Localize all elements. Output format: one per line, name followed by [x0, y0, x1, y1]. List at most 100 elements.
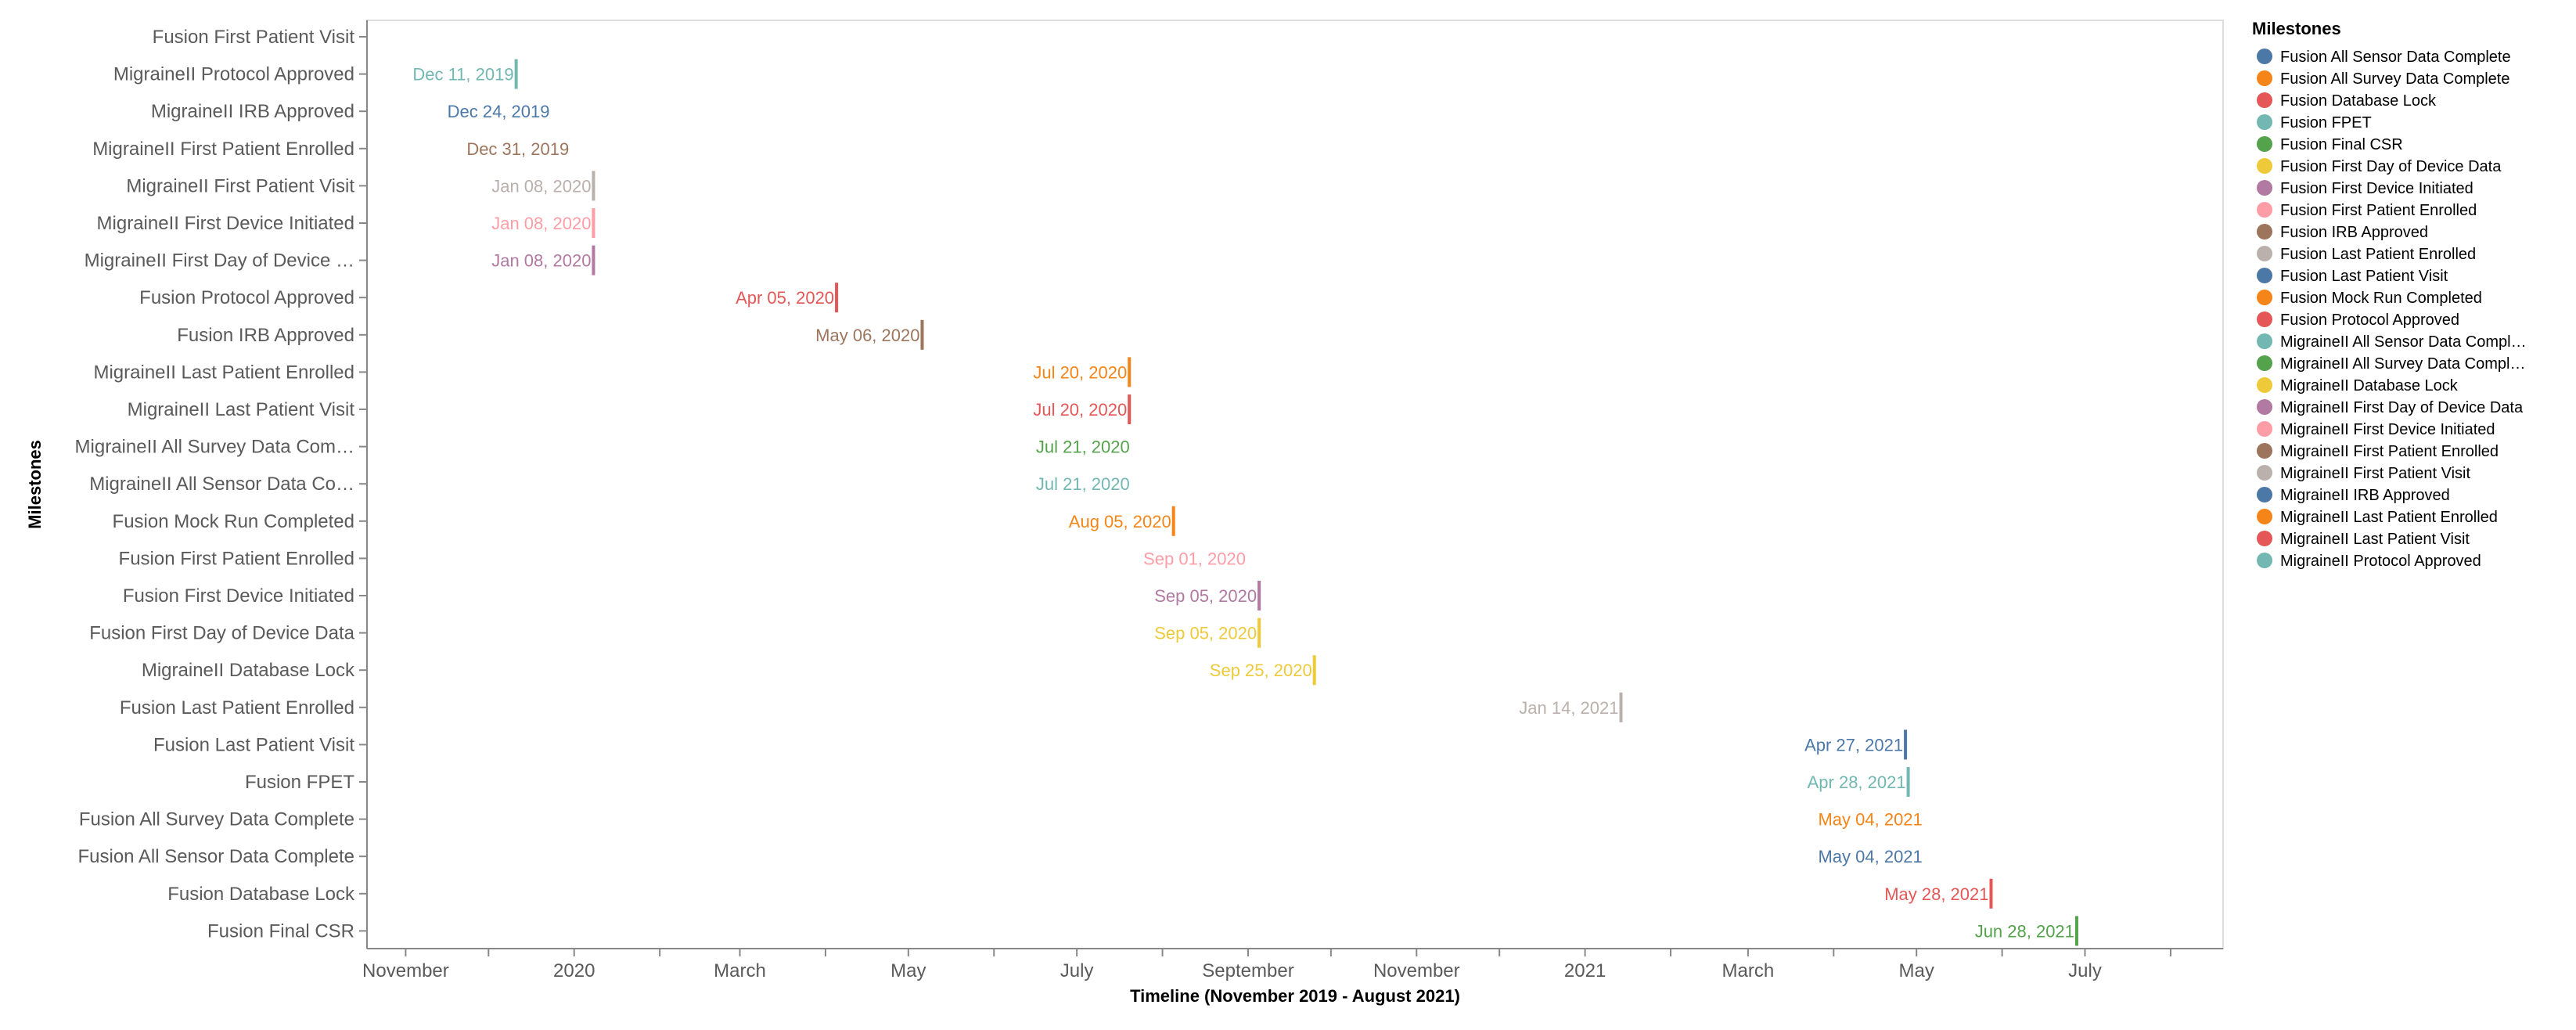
milestone-date-label: Jan 14, 2021 [1519, 698, 1618, 718]
legend-label: Fusion Final CSR [2280, 136, 2403, 153]
legend-symbol [2257, 158, 2272, 174]
x-tick-label: 2020 [553, 960, 595, 981]
milestone-date-label: Aug 05, 2020 [1069, 512, 1171, 531]
y-tick-label: Fusion First Patient Visit [153, 27, 355, 48]
legend-symbol [2257, 509, 2272, 524]
legend-label: Fusion First Day of Device Data [2280, 158, 2502, 175]
y-tick-label: Fusion Mock Run Completed [113, 511, 354, 532]
x-axis: November 2020 March May July September Novembe… [362, 948, 2223, 981]
legend-label: Fusion Database Lock [2280, 92, 2437, 110]
legend-symbol [2257, 202, 2272, 218]
y-tick-label: Fusion Last Patient Enrolled [120, 697, 354, 718]
legend-symbol [2257, 377, 2272, 393]
y-tick-label: Fusion First Day of Device Data [89, 623, 354, 644]
legend-label: MigraineII Last Patient Visit [2280, 531, 2470, 548]
legend-symbol [2257, 487, 2272, 502]
x-tick-label: March [1722, 960, 1775, 981]
legend-label: MigraineII Database Lock [2280, 377, 2459, 394]
y-axis: Fusion First Patient Visit MigraineII Pro… [75, 20, 368, 949]
x-tick-label: March [714, 960, 766, 981]
x-tick-label: July [1060, 960, 1094, 981]
legend-label: Fusion Last Patient Enrolled [2280, 246, 2476, 263]
milestone-date-label: Sep 25, 2020 [1210, 661, 1312, 680]
y-tick-label: MigraineII First Device Initiated [97, 213, 354, 234]
milestone-date-label: Jun 28, 2021 [1975, 921, 2074, 941]
milestone-date-label: Jan 08, 2020 [491, 176, 591, 196]
legend-symbol [2257, 312, 2272, 327]
x-axis-title: Timeline (November 2019 - August 2021) [1130, 986, 1460, 1006]
legend-symbol [2257, 290, 2272, 305]
legend-label: MigraineII First Patient Enrolled [2280, 443, 2499, 460]
legend-label: MigraineII First Device Initiated [2280, 421, 2495, 438]
y-tick-label: Fusion Final CSR [207, 920, 354, 942]
x-tick-label: July [2068, 960, 2102, 981]
y-tick-label: MigraineII Database Lock [142, 660, 355, 681]
legend-symbol [2257, 399, 2272, 415]
legend-title: Milestones [2252, 19, 2341, 38]
y-axis-title: Milestones [25, 440, 45, 529]
legend-label: Fusion All Survey Data Complete [2280, 70, 2509, 88]
y-tick-label: Fusion All Survey Data Complete [79, 809, 354, 830]
y-tick-label: MigraineII First Day of Device … [85, 250, 354, 272]
milestone-date-label: Jan 08, 2020 [491, 251, 591, 271]
legend-symbol [2257, 180, 2272, 196]
legend-symbol [2257, 531, 2272, 546]
legend-symbol [2257, 114, 2272, 130]
x-tick-label: September [1202, 960, 1293, 981]
legend-label: MigraineII IRB Approved [2280, 487, 2450, 504]
legend-symbol [2257, 224, 2272, 239]
milestone-date-label: Sep 05, 2020 [1154, 586, 1257, 606]
milestone-date-label: Apr 28, 2021 [1808, 772, 1906, 792]
milestone-date-label: Dec 31, 2019 [466, 139, 569, 159]
legend-label: Fusion IRB Approved [2280, 224, 2428, 241]
x-tick-label: May [1899, 960, 1934, 981]
legend-label: MigraineII First Patient Visit [2280, 465, 2470, 482]
legend-symbol [2257, 246, 2272, 261]
legend-symbol [2257, 136, 2272, 152]
legend-label: Fusion FPET [2280, 114, 2372, 131]
legend-label: MigraineII All Survey Data Compl… [2280, 355, 2525, 373]
x-tick-label: May [890, 960, 926, 981]
milestone-date-label: Jan 08, 2020 [491, 214, 591, 233]
milestone-date-label: May 04, 2021 [1818, 810, 1922, 830]
y-tick-label: MigraineII Last Patient Enrolled [93, 362, 354, 383]
legend-symbol [2257, 553, 2272, 568]
y-tick-label: MigraineII All Sensor Data Co… [89, 474, 354, 495]
legend-symbol [2257, 443, 2272, 459]
milestone-date-label: Apr 27, 2021 [1804, 735, 1903, 754]
legend-symbol [2257, 333, 2272, 349]
y-tick-label: Fusion FPET [245, 772, 354, 793]
legend-label: Fusion First Patient Enrolled [2280, 202, 2477, 219]
legend-symbol [2257, 49, 2272, 64]
y-tick-label: Fusion First Device Initiated [123, 585, 354, 607]
milestone-date-label: Sep 01, 2020 [1143, 549, 1246, 568]
milestone-date-label: May 28, 2021 [1884, 884, 1988, 904]
plot-frame [366, 20, 2224, 949]
legend-label: Fusion First Device Initiated [2280, 180, 2473, 197]
y-tick-label: MigraineII First Patient Enrolled [92, 139, 354, 160]
x-tick-label: November [362, 960, 449, 981]
legend-label: Fusion All Sensor Data Complete [2280, 49, 2511, 66]
legend-symbol [2257, 465, 2272, 481]
legend-symbol [2257, 355, 2272, 371]
milestone-date-label: May 06, 2020 [815, 326, 919, 345]
y-tick-label: Fusion Protocol Approved [139, 287, 354, 308]
milestone-date-label: Dec 11, 2019 [412, 65, 513, 85]
y-tick-label: MigraineII IRB Approved [151, 101, 354, 122]
legend-symbol [2257, 92, 2272, 108]
milestone-date-label: Jul 21, 2020 [1036, 438, 1130, 457]
legend-label: MigraineII Last Patient Enrolled [2280, 509, 2498, 526]
milestone-date-label: Apr 05, 2020 [736, 288, 834, 308]
y-tick-label: MigraineII All Survey Data Com… [75, 437, 354, 458]
legend-label: Fusion Protocol Approved [2280, 312, 2459, 329]
legend-label: Fusion Mock Run Completed [2280, 290, 2482, 307]
data-marks: Dec 11, 2019 Dec 24, 2019 Dec 31, 2019 Jan … [412, 59, 2078, 946]
milestone-date-label: Sep 05, 2020 [1154, 624, 1257, 643]
milestone-date-label: May 04, 2021 [1818, 847, 1922, 866]
y-tick-label: Fusion Database Lock [167, 884, 355, 905]
milestone-date-label: Jul 21, 2020 [1036, 474, 1130, 494]
milestone-date-label: Jul 20, 2020 [1033, 362, 1127, 382]
legend-symbol [2257, 421, 2272, 437]
y-tick-label: Fusion First Patient Enrolled [119, 548, 354, 569]
